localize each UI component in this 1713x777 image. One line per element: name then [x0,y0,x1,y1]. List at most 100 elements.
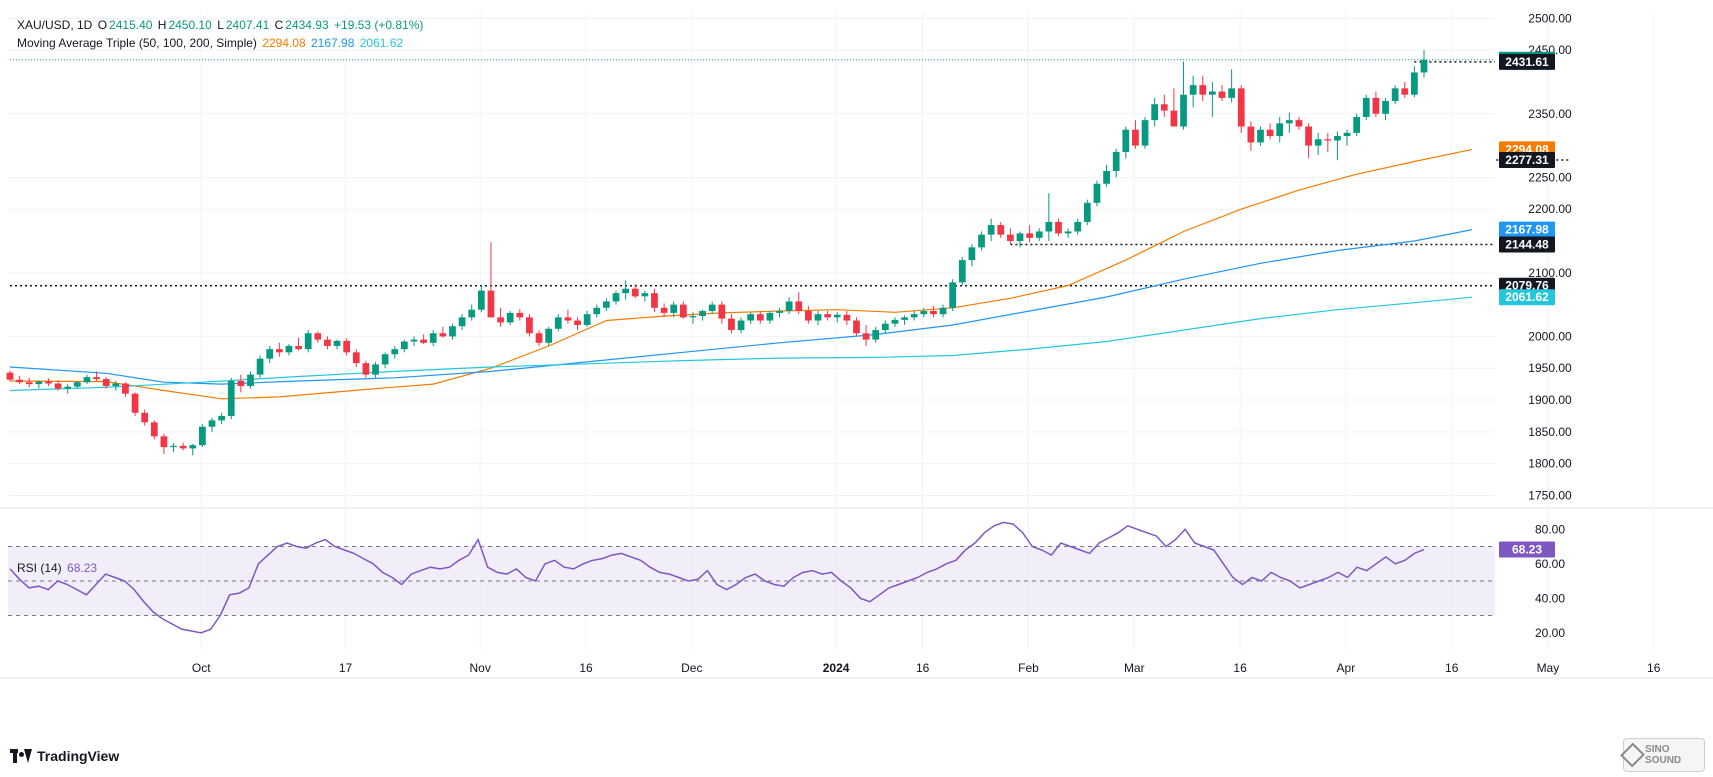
candle-body [785,301,793,311]
candle-body [891,319,899,324]
candle-body [362,363,370,375]
candle-body [920,310,928,315]
time-tick-label: 16 [1233,661,1247,675]
close-label: C [274,18,284,32]
price-tag-label: 2277.31 [1505,153,1549,167]
candle-body [227,380,235,416]
candle-body [160,436,168,448]
candle-body [112,383,120,387]
candle-body [372,364,379,375]
price-tick-label: 1800.00 [1528,457,1572,471]
candle-body [756,314,764,321]
candle-body [102,379,110,387]
candle-body [814,314,822,321]
candle-body [1055,221,1062,234]
candle-body [333,340,341,346]
ma200-value: 2061.62 [359,36,404,50]
rsi-value: 68.23 [67,561,98,575]
candle-body [795,301,803,311]
candle-body [73,382,81,387]
candle-body [1401,88,1409,95]
candle-body [25,382,33,385]
candle-body [1420,59,1428,73]
candle-body [862,333,870,340]
candle-body [141,412,149,423]
candle-body [324,339,331,346]
time-tick-label: May [1537,661,1560,675]
candle-body [83,377,91,383]
candle-body [1343,132,1351,137]
candle-body [603,301,610,308]
candle-body [449,326,456,337]
candle-body [179,445,187,449]
candle-body [1247,126,1255,143]
candle-body [997,225,1005,235]
price-tag [1499,221,1555,238]
candle-body [1189,85,1197,95]
rsi-tick-label: 40.00 [1535,591,1565,605]
time-tick-label: Mar [1124,661,1145,675]
high-value: 2450.10 [168,18,212,32]
candle-body [189,445,197,449]
symbol-label: XAU/USD, 1D [17,18,93,32]
candle-body [1362,97,1370,117]
rsi-tick-label: 20.00 [1535,626,1565,640]
tradingview-logo[interactable]: TradingView [10,748,119,764]
candle-body [1237,88,1245,127]
price-tick-label: 1850.00 [1528,425,1572,439]
candle-body [622,288,629,294]
rsi-legend: RSI (14) 68.23 [17,560,99,577]
candle-body [35,381,43,385]
candle-body [1209,91,1216,95]
candle-body [718,304,726,319]
candle-body [910,314,918,318]
candle-body [670,304,678,313]
candle-body [16,379,23,383]
ma-line-ma50 [9,148,1473,400]
candle-body [574,320,581,325]
candle-body [304,333,312,350]
low-value: 2407.41 [225,18,270,32]
candle-body [1093,183,1101,203]
candle-body [64,386,72,389]
candle-body [766,312,774,321]
candle-body [651,293,658,308]
candle-body [660,307,668,313]
candle-body [122,383,129,394]
candle-body [1285,120,1293,124]
candle-body [737,320,745,331]
candle-body [881,323,889,331]
price-legend: XAU/USD, 1D O 2415.40 H 2450.10 L 2407.41 C… [17,17,425,34]
ma-line-ma100 [9,229,1473,385]
candle-body [776,310,783,313]
rsi-line [9,521,1425,634]
candle-body [295,345,302,350]
rsi-tag-label: 68.23 [1512,543,1542,557]
candle-body [477,290,485,310]
ma50-value: 2294.08 [262,36,306,50]
candle-body [689,316,697,318]
candle-body [516,312,524,318]
candle-body [352,352,360,364]
price-tag [1499,53,1555,70]
price-tag [1499,152,1555,169]
watermark-badge: SINO SOUND [1620,738,1705,772]
candle-body [747,314,755,321]
price-tick-label: 2100.00 [1528,266,1572,280]
time-tick-label: 16 [579,661,593,675]
candle-body [487,290,495,318]
high-label: H [157,18,167,32]
time-tick-label: 16 [916,661,930,675]
candle-body [1007,234,1014,242]
candle-body [1324,139,1332,141]
price-tick-label: 1750.00 [1528,488,1572,502]
candle-body [1314,139,1322,146]
tradingview-icon [10,749,32,763]
candle-body [987,225,995,235]
candle-body [1266,129,1274,137]
candle-body [1112,151,1120,172]
close-value: 2434.93 [285,18,329,32]
candle-body [1141,120,1149,146]
time-tick-label: Feb [1018,661,1039,675]
